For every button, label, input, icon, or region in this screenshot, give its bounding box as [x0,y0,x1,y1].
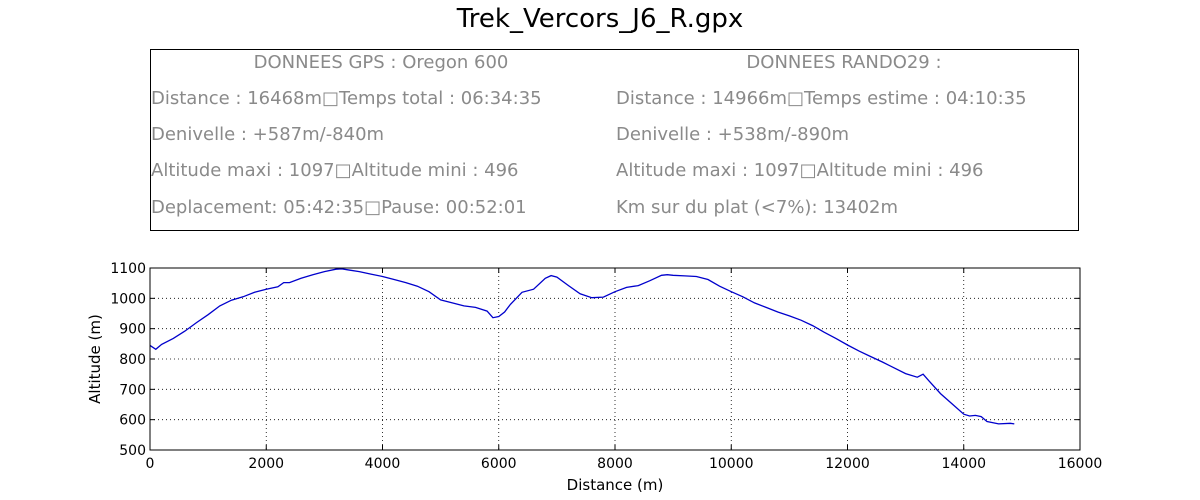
y-tick-label: 1000 [110,291,146,307]
info-box: DONNEES GPS : Oregon 600 Distance : 1646… [150,49,1079,231]
y-axis-label: Altitude (m) [86,314,104,404]
x-tick-label: 16000 [1058,456,1103,472]
x-tick-label: 2000 [248,456,284,472]
gps-line-deplacement: Deplacement: 05:42:35□Pause: 00:52:01 [151,197,527,218]
x-tick-label: 10000 [709,456,754,472]
gps-line-altitude: Altitude maxi : 1097□Altitude mini : 496 [151,160,519,181]
gps-line-denivelle: Denivelle : +587m/-840m [151,124,385,145]
x-tick-label: 6000 [481,456,517,472]
y-tick-label: 500 [119,443,146,459]
altitude-series-line [149,268,1015,425]
x-tick-label: 14000 [941,456,986,472]
rando-line-denivelle: Denivelle : +538m/-890m [616,124,850,145]
y-tick-label: 900 [119,322,146,338]
gps-line-distance: Distance : 16468m□Temps total : 06:34:35 [151,88,542,109]
rando-line-flat: Km sur du plat (<7%): 13402m [616,197,899,218]
rando-line-altitude: Altitude maxi : 1097□Altitude mini : 496 [616,160,984,181]
x-axis-label: Distance (m) [567,476,664,494]
y-tick-label: 1100 [110,261,146,277]
gps-header: DONNEES GPS : Oregon 600 [253,52,509,73]
rando-header: DONNEES RANDO29 : [746,52,942,73]
x-tick-label: 8000 [597,456,633,472]
x-tick-label: 12000 [825,456,870,472]
x-tick-label: 4000 [365,456,401,472]
rando-line-distance: Distance : 14966m□Temps estime : 04:10:3… [616,88,1027,109]
y-tick-label: 600 [119,413,146,429]
x-tick-label: 0 [146,456,155,472]
chart-title: Trek_Vercors_J6_R.gpx [456,4,744,34]
y-tick-label: 700 [119,382,146,398]
y-tick-label: 800 [119,352,146,368]
